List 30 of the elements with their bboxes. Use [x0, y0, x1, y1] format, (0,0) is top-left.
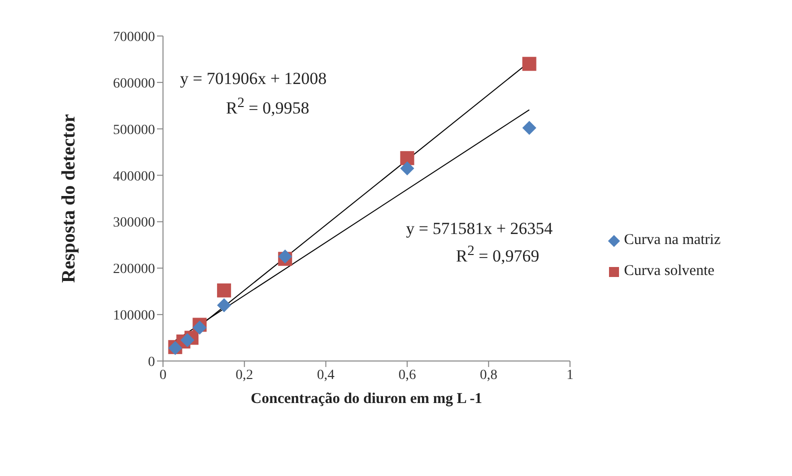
y-tick-label: 100000: [113, 308, 155, 324]
point: [217, 298, 232, 312]
y-tick-label: 400000: [113, 169, 155, 184]
x-tick-label: 0: [160, 368, 166, 383]
legend-label: Curva solvente: [624, 263, 714, 280]
y-tick-label: 700000: [113, 30, 155, 45]
annotation: R$^{2}$ = 0,9769: [456, 243, 540, 266]
annotation: y = 701906x + 12008: [180, 69, 327, 89]
x-tick-label: 0,8: [480, 368, 498, 383]
x-tick-label: 0,2: [236, 368, 254, 383]
y-axis-title: Resposta do detector: [58, 114, 80, 283]
annotation: y = 571581x + 26354: [406, 219, 553, 239]
x-tick-label: 0,6: [398, 368, 416, 383]
y-tick-label: 600000: [113, 76, 155, 92]
point: [217, 283, 232, 298]
x-tick-label: 0,4: [317, 368, 335, 383]
point: [180, 333, 194, 348]
annotation: R$^{2}$ = 0,9958: [226, 95, 310, 118]
y-tick-label: 300000: [113, 216, 155, 231]
point: [522, 120, 536, 135]
y-tick-label: 200000: [113, 262, 155, 278]
x-tick-label: 1: [566, 368, 574, 383]
legend-label: Curva na matriz: [624, 232, 721, 249]
y-tick-label: 500000: [113, 122, 155, 138]
x-axis-title: Concentração do diuron em mg L -1: [250, 391, 482, 407]
point: [400, 161, 414, 176]
point: [192, 320, 207, 335]
point: [400, 151, 414, 166]
y-tick-label: 0: [148, 354, 155, 370]
point: [522, 56, 536, 71]
